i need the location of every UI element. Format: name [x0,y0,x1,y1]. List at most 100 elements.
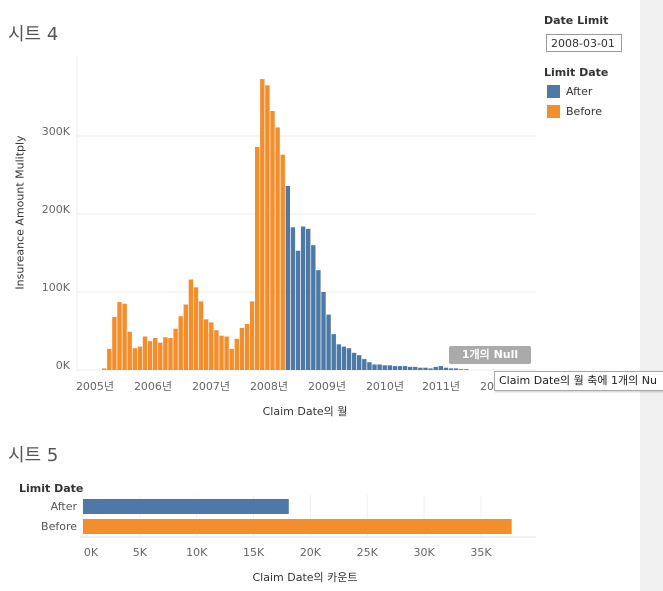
bar-after[interactable] [311,245,316,370]
bar-before[interactable] [112,317,117,370]
bar-after[interactable] [459,369,464,370]
x-tick-label: 15K [243,546,265,559]
bar-after[interactable] [443,367,449,370]
bar-after[interactable] [372,364,377,371]
bar-after[interactable] [397,366,403,370]
bar-after[interactable] [285,185,290,370]
bar-before[interactable] [244,324,250,370]
legend-swatch-before [547,105,560,118]
bar-after[interactable] [438,366,443,370]
right-scroll-strip [640,0,663,591]
bar-before[interactable] [153,338,158,370]
legend-item-before[interactable]: Before [547,105,602,118]
x-tick-label: 25K [357,546,379,559]
bar-before[interactable] [183,304,188,371]
bar-before[interactable] [234,338,239,370]
sheet5-x-axis-title: Claim Date의 카운트 [252,571,358,584]
bar-after[interactable] [336,344,341,370]
bar-after[interactable] [300,226,306,371]
sheet5-title: 시트 5 [8,445,59,466]
bar-after[interactable] [377,364,382,371]
bar-after[interactable] [448,368,454,370]
null-tooltip: Claim Date의 월 축에 1개의 Nu [494,371,663,391]
bar-before[interactable] [239,327,245,370]
bar-before[interactable] [204,319,209,370]
bar-before[interactable] [83,519,512,534]
bar-before[interactable] [158,342,163,370]
bar-before[interactable] [178,316,183,370]
bar-before[interactable] [275,127,280,371]
bar-after[interactable] [408,366,413,370]
bar-after[interactable] [290,227,296,370]
bar-before[interactable] [224,336,229,371]
bar-after[interactable] [387,365,392,370]
legend-item-after[interactable]: After [547,85,592,98]
bar-after[interactable] [392,366,398,370]
x-tick-label: 2007년 [192,380,230,393]
bar-after[interactable] [357,355,362,370]
bar-before[interactable] [280,154,285,370]
bar-after[interactable] [316,270,321,370]
x-tick-label: 0K [84,546,99,559]
bar-after[interactable] [83,499,289,514]
bar-before[interactable] [255,146,260,370]
x-tick-label: 30K [414,546,436,559]
x-tick-label: 2010년 [366,380,404,393]
y-tick-label: 300K [42,125,71,138]
sheet5-category-title: Limit Date [19,482,84,495]
bar-before[interactable] [249,301,255,370]
bar-before[interactable] [122,303,127,370]
bar-after[interactable] [382,365,387,370]
bar-after[interactable] [306,228,311,370]
x-tick-label: 20 [480,380,494,393]
bar-before[interactable] [265,85,270,371]
bar-before[interactable] [142,336,148,371]
bar-after[interactable] [367,362,372,370]
x-tick-label: 20K [300,546,322,559]
bar-after[interactable] [413,366,418,370]
bar-after[interactable] [341,346,347,370]
bar-before[interactable] [102,368,107,370]
bar-after[interactable] [433,366,438,370]
x-tick-label: 5K [133,546,148,559]
bar-before[interactable] [229,348,234,370]
date-limit-input[interactable]: 2008-03-01 [546,34,622,52]
x-tick-label: 10K [186,546,208,559]
bar-before[interactable] [173,328,178,370]
bar-after[interactable] [295,250,301,370]
bar-after[interactable] [428,368,433,370]
bar-before[interactable] [137,346,143,370]
bar-before[interactable] [163,337,168,370]
bar-after[interactable] [326,314,331,370]
bar-before[interactable] [270,111,275,370]
bar-before[interactable] [107,348,112,370]
bar-after[interactable] [362,359,367,370]
bar-after[interactable] [453,368,459,370]
bar-before[interactable] [209,322,214,370]
x-tick-label: 2008년 [250,380,288,393]
bar-after[interactable] [346,348,352,370]
bar-before[interactable] [214,330,219,370]
bar-after[interactable] [418,367,423,370]
bar-before[interactable] [127,331,132,370]
bar-before[interactable] [188,279,194,371]
bar-before[interactable] [132,348,137,370]
x-tick-label: 2009년 [308,380,346,393]
bar-before[interactable] [147,341,153,370]
bar-before[interactable] [168,338,173,370]
bar-before[interactable] [198,301,204,370]
x-axis-title: Claim Date의 월 [262,405,348,418]
bar-after[interactable] [331,334,336,370]
bar-after[interactable] [464,369,469,370]
bar-after[interactable] [321,292,326,370]
bar-after[interactable] [351,352,357,370]
sheet4-title: 시트 4 [8,24,59,45]
bar-after[interactable] [402,366,408,370]
bar-before[interactable] [193,287,199,370]
legend-label-before: Before [566,105,602,118]
bar-before[interactable] [260,79,265,370]
bar-after[interactable] [423,367,428,370]
null-count-badge[interactable]: 1개의 Null [449,346,531,364]
bar-before[interactable] [219,335,224,370]
bar-before[interactable] [117,302,122,370]
